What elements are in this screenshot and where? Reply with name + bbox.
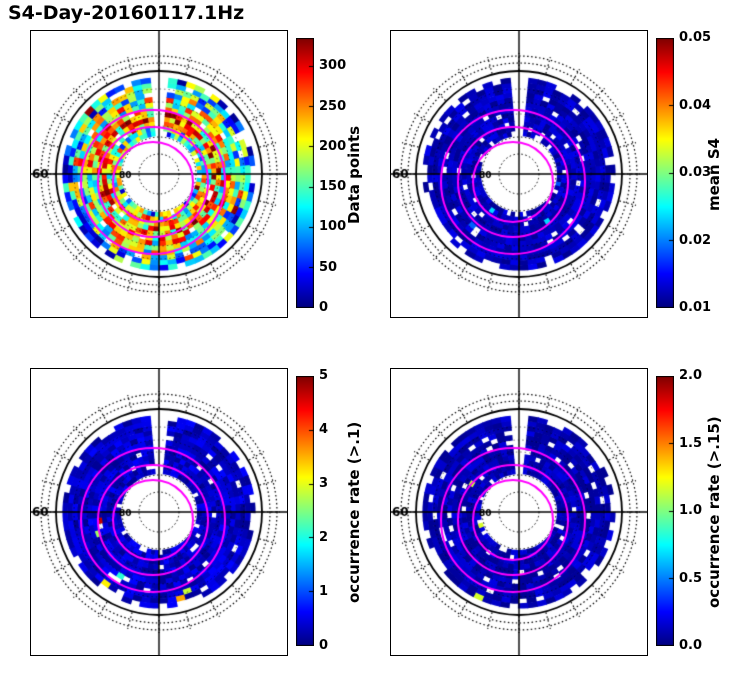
colorbar-tick-label: 300 (319, 58, 347, 74)
colorbar-tick-label: 200 (319, 138, 347, 154)
panel-data-points: 0 50 100 150 200 250 300 Data points (30, 30, 370, 326)
colorbar-tick-label: 2 (319, 530, 329, 545)
colorbar-tick-labels: 0.01 0.02 0.03 0.04 0.05 (679, 30, 729, 326)
colorbar-tick-labels: 0.0 0.5 1.0 1.5 2.0 (679, 368, 729, 664)
colorbar-tick-label: 1 (319, 584, 329, 599)
colorbar-label: occurrence rate (>.15) (705, 416, 723, 609)
colorbar-tick-label: 4 (319, 422, 329, 437)
panel-occurrence-rate-gt-0-15: 0.0 0.5 1.0 1.5 2.0 occurrence rate (>.15) (390, 368, 730, 664)
colorbar-tick-labels: 0 50 100 150 200 250 300 (319, 30, 369, 326)
colorbar-tick-label: 100 (319, 219, 347, 235)
colorbar-tick-labels: 0 1 2 3 4 5 (319, 368, 369, 664)
polar-heatmap-canvas (390, 30, 648, 318)
colorbar (296, 38, 314, 308)
colorbar-tick-label: 0.5 (679, 570, 703, 586)
colorbar-tick-label: 250 (319, 98, 347, 114)
colorbar-tick-label: 0.01 (679, 300, 712, 315)
panel-mean-s4: 0.01 0.02 0.03 0.04 0.05 mean S4 (390, 30, 730, 326)
colorbar (656, 38, 674, 308)
polar-heatmap-canvas (30, 368, 288, 656)
colorbar-tick-label: 5 (319, 368, 329, 383)
colorbar (656, 376, 674, 646)
colorbar-tick-label: 0.02 (679, 232, 712, 248)
colorbar-tick-label: 3 (319, 476, 329, 491)
colorbar-tick-label: 0.0 (679, 638, 703, 653)
colorbar-tick-label: 150 (319, 179, 347, 195)
colorbar-tick-label: 0 (319, 300, 329, 315)
colorbar-tick-label: 50 (319, 259, 338, 275)
colorbar (296, 376, 314, 646)
colorbar-tick-label: 0.03 (679, 165, 712, 180)
colorbar-label: mean S4 (705, 137, 723, 212)
figure-title: S4-Day-20160117.1Hz (8, 2, 245, 24)
colorbar-tick-label: 2.0 (679, 368, 703, 383)
colorbar-label: occurrence rate (>.1) (345, 421, 363, 604)
panel-occurrence-rate-gt-0-1: 0 1 2 3 4 5 occurrence rate (>.1) (30, 368, 370, 664)
polar-heatmap-canvas (390, 368, 648, 656)
polar-heatmap-canvas (30, 30, 288, 318)
colorbar-label: Data points (345, 125, 363, 224)
colorbar-tick-label: 0 (319, 638, 329, 653)
colorbar-tick-label: 1.5 (679, 435, 703, 451)
colorbar-tick-label: 1.0 (679, 503, 703, 518)
colorbar-tick-label: 0.05 (679, 30, 712, 45)
colorbar-tick-label: 0.04 (679, 97, 712, 113)
